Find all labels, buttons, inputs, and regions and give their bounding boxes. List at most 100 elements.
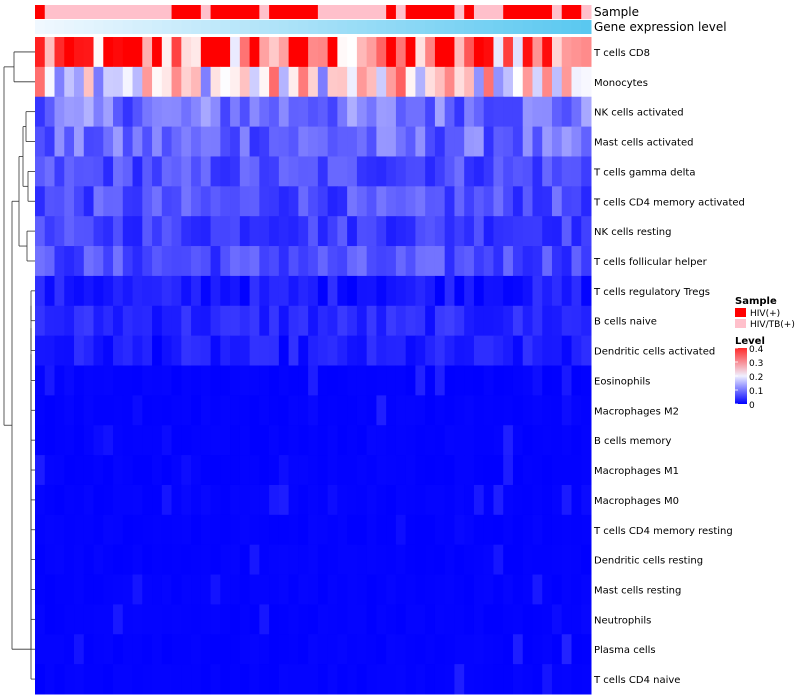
heatmap-cell: [561, 664, 572, 695]
heatmap-cell: [83, 544, 95, 576]
heatmap-cell: [132, 186, 143, 217]
expression-anno-cell: [386, 20, 397, 34]
heatmap-cell: [561, 634, 572, 665]
heatmap-cell: [152, 126, 163, 157]
legend-sample-title: Sample: [735, 296, 777, 307]
sample-anno-cell: [122, 5, 134, 19]
heatmap-cell: [337, 455, 348, 486]
heatmap-cell: [288, 66, 299, 98]
sample-track-label: Sample: [594, 5, 639, 19]
heatmap-cell: [317, 574, 329, 605]
heatmap-cell: [542, 544, 553, 576]
legend-hiv-label: HIV(+): [750, 309, 780, 319]
heatmap-cell: [230, 484, 241, 516]
heatmap-cell: [142, 365, 153, 396]
heatmap-cell: [405, 544, 416, 576]
heatmap-cell: [532, 126, 543, 157]
heatmap-cell: [181, 574, 192, 605]
heatmap-cell: [259, 305, 270, 337]
heatmap-cell: [454, 634, 465, 665]
heatmap-cell: [210, 216, 221, 247]
heatmap-cell: [200, 186, 212, 217]
heatmap-cell: [347, 305, 358, 337]
row-label: Eosinophils: [594, 376, 650, 387]
expression-anno-cell: [210, 20, 221, 34]
heatmap-cell: [239, 246, 251, 277]
heatmap-cell: [386, 275, 397, 307]
heatmap-cell: [64, 634, 75, 665]
heatmap-cell: [542, 365, 553, 396]
expression-anno-cell: [152, 20, 163, 34]
heatmap-cell: [542, 275, 553, 307]
heatmap-cell: [337, 484, 348, 516]
heatmap-cell: [103, 66, 114, 98]
heatmap-cell: [113, 96, 124, 128]
heatmap-cell: [434, 96, 446, 128]
heatmap-cell: [561, 246, 572, 277]
heatmap-cell: [571, 66, 582, 98]
expression-anno-cell: [132, 20, 143, 34]
heatmap-cell: [551, 514, 563, 546]
heatmap-cell: [83, 66, 95, 98]
heatmap-cell: [181, 66, 192, 98]
heatmap-cell: [54, 37, 65, 68]
heatmap-cell: [581, 544, 592, 576]
sample-anno-cell: [356, 5, 368, 19]
heatmap-cell: [181, 455, 192, 486]
heatmap-cell: [220, 574, 231, 605]
heatmap-cell: [152, 604, 163, 635]
heatmap-cell: [366, 365, 377, 396]
heatmap-cell: [288, 275, 299, 307]
heatmap-cell: [444, 604, 455, 635]
heatmap-cell: [191, 544, 202, 576]
heatmap-cell: [93, 246, 104, 277]
heatmap-cell: [434, 634, 446, 665]
heatmap-cell: [473, 604, 485, 635]
heatmap-cell: [54, 544, 65, 576]
heatmap-cell: [54, 216, 65, 247]
heatmap-cell: [366, 574, 377, 605]
heatmap-cell: [337, 664, 348, 695]
heatmap-cell: [493, 604, 504, 635]
heatmap-cell: [83, 604, 95, 635]
heatmap-cell: [493, 246, 504, 277]
expression-anno-cell: [366, 20, 377, 34]
heatmap-cell: [171, 425, 182, 456]
heatmap-cell: [171, 395, 182, 426]
sample-anno-cell: [161, 5, 173, 19]
heatmap-cell: [425, 634, 436, 665]
expression-anno-cell: [317, 20, 329, 34]
heatmap-cell: [347, 365, 358, 396]
heatmap-cell: [434, 37, 446, 68]
expression-anno-cell: [425, 20, 436, 34]
heatmap-cell: [269, 484, 280, 516]
legend-level-tick-label: 0.4: [749, 345, 764, 355]
heatmap-cell: [464, 425, 475, 456]
heatmap-cell: [269, 395, 280, 426]
row-label: NK cells activated: [594, 108, 684, 119]
heatmap-cell: [161, 634, 173, 665]
heatmap-cell: [561, 66, 572, 98]
heatmap-cell: [278, 455, 290, 486]
heatmap-cell: [444, 305, 455, 337]
heatmap-cell: [161, 335, 173, 366]
heatmap-cell: [259, 216, 270, 247]
heatmap-cell: [191, 484, 202, 516]
heatmap-cell: [132, 604, 143, 635]
heatmap-cell: [83, 37, 95, 68]
heatmap-cell: [64, 275, 75, 307]
heatmap-cell: [522, 246, 533, 277]
heatmap-cell: [54, 514, 65, 546]
heatmap-cell: [366, 395, 377, 426]
heatmap-cell: [581, 66, 592, 98]
heatmap-cell: [415, 455, 426, 486]
heatmap-cell: [171, 574, 182, 605]
heatmap-cell: [425, 66, 436, 98]
heatmap-cell: [444, 455, 455, 486]
heatmap-cell: [220, 544, 231, 576]
sample-anno-cell: [113, 5, 124, 19]
heatmap-cell: [395, 156, 407, 187]
heatmap-cell: [551, 365, 563, 396]
heatmap-cell: [464, 275, 475, 307]
sample-anno-cell: [269, 5, 280, 19]
